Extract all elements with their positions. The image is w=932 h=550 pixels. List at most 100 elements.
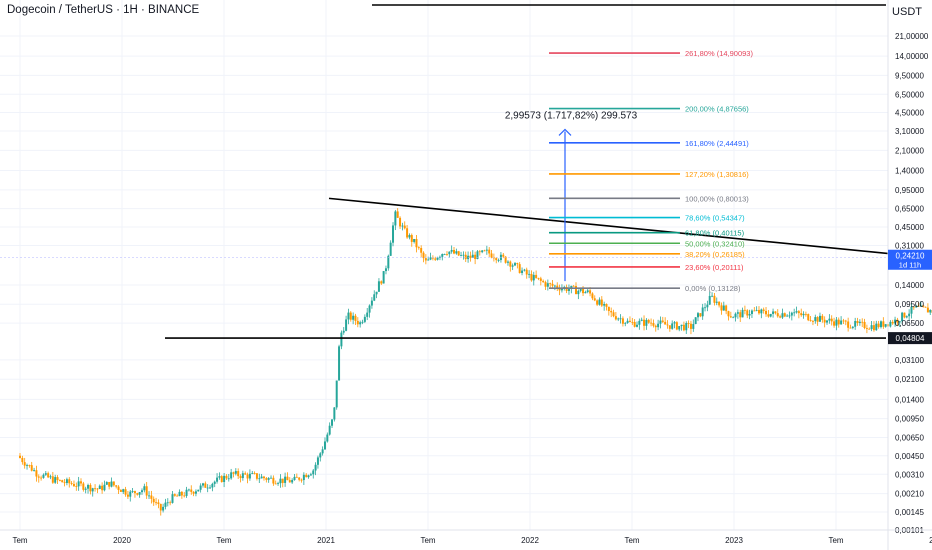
candle-body — [743, 309, 746, 311]
candle-body — [462, 254, 465, 256]
candle-body — [244, 473, 247, 475]
candle-body — [410, 235, 413, 242]
trendline[interactable] — [328, 197, 932, 292]
candle-body — [68, 479, 71, 484]
candle-body — [98, 485, 101, 489]
y-tick-label: 6,50000 — [895, 90, 924, 99]
fib-level-label: 200,00% (4,87656) — [685, 105, 749, 114]
candle-body — [239, 476, 242, 479]
candle-body — [354, 315, 357, 321]
candle-body — [807, 314, 810, 321]
candle-body — [478, 251, 481, 253]
candle-body — [152, 498, 155, 503]
candle-body — [258, 478, 261, 480]
candle-body — [279, 478, 282, 484]
candle-body — [281, 478, 284, 483]
candle-body — [476, 251, 479, 260]
candle-body — [891, 321, 894, 324]
candle-body — [922, 305, 925, 307]
candle-body — [166, 502, 169, 504]
price-axis[interactable]: 21,00000 14,00000 9,50000 6,50000 4,50000 3,1… — [887, 0, 932, 550]
candle-body — [837, 319, 840, 325]
candle-body — [849, 327, 852, 329]
candle-body — [908, 313, 911, 317]
candle-body — [528, 273, 531, 275]
fib-extension[interactable]: 261,80% (14,90093) 200,00% (4,87656) 161,8… — [549, 49, 753, 293]
candle-body — [638, 320, 641, 325]
y-tick-label: 0,95000 — [895, 186, 924, 195]
candle-body — [420, 248, 423, 253]
candle-body — [544, 282, 547, 287]
time-axis[interactable]: Tem2020Tem2021Tem2022Tem2023Tem2024Tem20… — [0, 529, 932, 545]
candle-body — [795, 311, 798, 313]
candle-body — [103, 484, 106, 491]
candle-body — [854, 321, 857, 327]
candle-body — [926, 307, 929, 313]
candle-body — [488, 249, 491, 254]
candle-body — [408, 235, 411, 238]
candle-body — [145, 486, 148, 496]
candle-body — [912, 306, 915, 308]
candle-body — [464, 254, 467, 260]
candle-body — [23, 462, 26, 466]
candle-body — [532, 274, 535, 281]
candle-body — [481, 250, 484, 253]
candle-body — [21, 457, 24, 463]
candle-body — [467, 255, 470, 260]
candle-body — [382, 271, 385, 284]
candle-body — [284, 476, 287, 483]
candle-body — [856, 321, 859, 323]
candle-body — [331, 419, 334, 426]
candle-body — [65, 479, 68, 483]
candle-body — [272, 477, 275, 484]
x-tick-label: Tem — [420, 536, 435, 545]
candle-body — [582, 289, 585, 294]
candle-body — [572, 285, 575, 287]
candle-body — [514, 263, 517, 266]
candle-body — [126, 494, 129, 497]
candle-body — [612, 312, 615, 317]
candle-body — [218, 476, 221, 478]
candle-body — [504, 256, 507, 263]
candle-body — [910, 306, 913, 314]
y-tick-label: 0,00210 — [895, 490, 924, 499]
candle-body — [699, 313, 702, 317]
candle-body — [868, 328, 871, 330]
candle-body — [579, 289, 582, 291]
candle-body — [875, 323, 878, 331]
candle-body — [274, 483, 277, 485]
fib-level-label: 0,00% (0,13128) — [685, 284, 741, 293]
candle-body — [558, 288, 561, 291]
y-tick-label: 0,65000 — [895, 205, 924, 214]
candle-body — [171, 494, 174, 503]
candle-body — [633, 321, 636, 327]
candle-body — [525, 269, 528, 275]
candle-body — [438, 256, 441, 258]
candle-body — [917, 305, 920, 307]
x-tick-label: Tem — [624, 536, 639, 545]
candle-body — [704, 307, 707, 309]
candle-body — [213, 481, 216, 484]
candle-body — [734, 313, 737, 318]
candle-body — [816, 317, 819, 322]
candle-body — [300, 479, 303, 481]
candle-body — [673, 322, 676, 324]
candle-body — [600, 299, 603, 306]
candle-body — [345, 319, 348, 331]
candle-body — [155, 502, 158, 504]
candle-body — [652, 323, 655, 326]
candle-body — [136, 493, 139, 495]
candle-body — [586, 290, 589, 293]
candle-body — [870, 325, 873, 330]
currency-label[interactable]: USDT — [892, 6, 922, 18]
candle-body — [879, 321, 882, 328]
candle-body — [37, 476, 40, 478]
candle-body — [755, 309, 758, 311]
x-tick-label: 2024 — [929, 536, 932, 545]
candle-body — [211, 483, 214, 488]
candle-body — [77, 481, 80, 487]
candle-body — [112, 481, 115, 486]
candle-body — [448, 251, 451, 255]
candle-body — [706, 304, 709, 308]
